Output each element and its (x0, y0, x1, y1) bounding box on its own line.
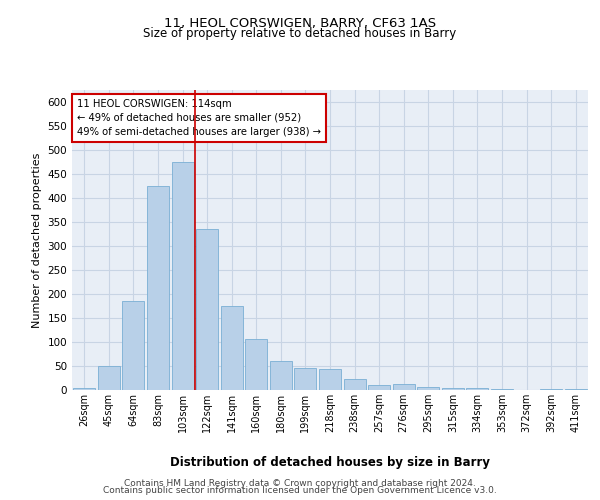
Bar (368, 385, 390, 390)
Bar (73, 388, 95, 390)
Bar (565, 389, 587, 390)
Bar (417, 387, 439, 390)
Text: Contains HM Land Registry data © Crown copyright and database right 2024.: Contains HM Land Registry data © Crown c… (124, 478, 476, 488)
Text: Contains public sector information licensed under the Open Government Licence v3: Contains public sector information licen… (103, 486, 497, 495)
Text: Distribution of detached houses by size in Barry: Distribution of detached houses by size … (170, 456, 490, 469)
Bar (319, 370, 341, 390)
Bar (245, 338, 268, 390)
Bar (122, 301, 145, 390)
Bar (196, 229, 218, 390)
Y-axis label: Number of detached properties: Number of detached properties (32, 152, 42, 328)
Bar (221, 306, 243, 390)
Text: 11, HEOL CORSWIGEN, BARRY, CF63 1AS: 11, HEOL CORSWIGEN, BARRY, CF63 1AS (164, 18, 436, 30)
Bar (295, 368, 316, 390)
Bar (491, 389, 513, 390)
Bar (147, 186, 169, 390)
Bar (98, 366, 120, 390)
Bar (466, 388, 488, 390)
Bar (540, 388, 562, 390)
Bar (172, 162, 194, 390)
Text: Size of property relative to detached houses in Barry: Size of property relative to detached ho… (143, 28, 457, 40)
Bar (442, 388, 464, 390)
Bar (392, 384, 415, 390)
Text: 11 HEOL CORSWIGEN: 114sqm
← 49% of detached houses are smaller (952)
49% of semi: 11 HEOL CORSWIGEN: 114sqm ← 49% of detac… (77, 99, 321, 137)
Bar (270, 361, 292, 390)
Bar (344, 380, 365, 390)
